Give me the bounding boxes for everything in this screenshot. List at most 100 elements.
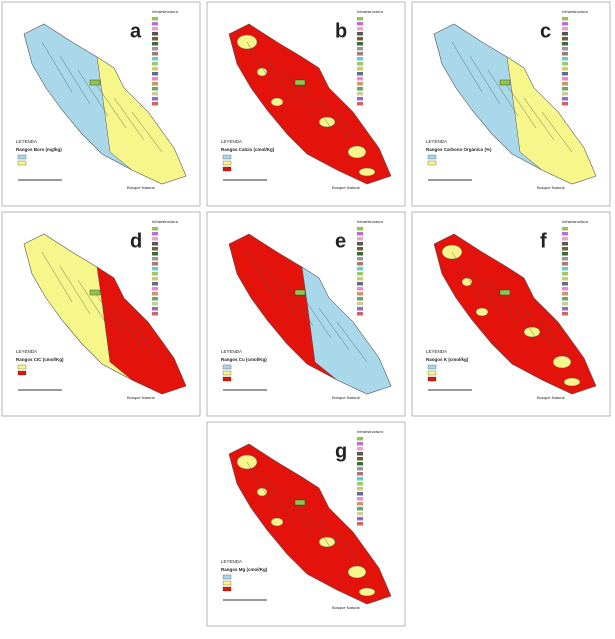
infrastructure-swatch [357,32,363,36]
infrastructure-swatch [357,297,363,301]
infrastructure-swatch [152,287,158,291]
infrastructure-swatch [357,27,363,31]
infrastructure-title: Infraestructura [357,219,384,224]
infrastructure-swatch [357,62,363,66]
infrastructure-swatch [562,92,568,96]
class-swatch [222,160,232,166]
infrastructure-swatch [562,22,568,26]
infrastructure-swatch [152,297,158,301]
class-swatch [427,160,437,166]
infrastructure-swatch [562,82,568,86]
infrastructure-swatch [562,267,568,271]
infrastructure-swatch [357,462,363,466]
map-panel: a Infraestructura LEYENDA Rangos Boro (mg/k… [1,1,201,207]
infrastructure [294,79,306,86]
map-zone [256,487,268,497]
class-swatch [222,364,232,370]
map-boundary [95,293,127,339]
infrastructure-swatch [357,522,363,526]
map-boundary [246,41,278,93]
map-boundary [77,69,109,117]
infrastructure-title: Infraestructura [152,219,179,224]
panel-letter: a [130,20,142,42]
map-zone [256,67,268,77]
infrastructure-swatch [357,92,363,96]
forest-label: Bosque Natural [537,395,565,400]
infrastructure-swatch [357,452,363,456]
infrastructure-swatch [562,237,568,241]
map-boundary [264,55,296,105]
map-zone [552,355,572,369]
map-boundary [469,55,501,105]
infrastructure-swatch [357,517,363,521]
infrastructure-swatch [357,437,363,441]
class-swatch [427,370,437,376]
infrastructure-swatch [152,277,158,281]
infrastructure-swatch [562,312,568,316]
map-zone [96,56,187,185]
infrastructure-swatch [152,67,158,71]
map-boundary [282,489,314,537]
legend-title: LEYENDA [426,139,447,144]
infrastructure-swatch [152,307,158,311]
class-swatch [222,166,232,172]
forest-label: Bosque Natural [332,395,360,400]
infrastructure-swatch [152,267,158,271]
infrastructure-swatch [357,477,363,481]
infrastructure-swatch [152,42,158,46]
map-region [228,23,392,185]
map-boundary [41,41,73,93]
infrastructure-swatch [562,32,568,36]
map-boundary [282,279,314,327]
range-title: Rangos Boro (mg/kg) [16,147,62,152]
infrastructure-swatch [152,242,158,246]
map-boundary [246,461,278,513]
infrastructure-swatch [357,82,363,86]
infrastructure-swatch [562,62,568,66]
infrastructure-title: Infraestructura [562,9,589,14]
infrastructure-swatch [562,287,568,291]
infrastructure-swatch [357,512,363,516]
infrastructure-swatch [152,87,158,91]
map-boundary [336,111,368,153]
legend-title: LEYENDA [221,349,242,354]
panel-letter: b [335,20,347,42]
infrastructure-swatch [152,302,158,306]
infrastructure-swatch [357,282,363,286]
infrastructure-swatch [152,77,158,81]
infrastructure-swatch [357,42,363,46]
infrastructure-swatch [562,87,568,91]
infrastructure-swatch [152,282,158,286]
infrastructure-swatch [152,27,158,31]
infrastructure-swatch [152,17,158,21]
infrastructure-swatch [357,102,363,106]
infrastructure [294,289,306,296]
infrastructure-swatch [562,262,568,266]
class-swatch [222,574,232,580]
infrastructure-swatch [562,302,568,306]
infrastructure-swatch [357,242,363,246]
infrastructure-swatch [357,37,363,41]
map-zone [347,145,367,159]
infrastructure-swatch [152,262,158,266]
infrastructure-swatch [357,492,363,496]
class-swatch [222,586,232,592]
infrastructure-swatch [152,257,158,261]
range-title: Rangos Cu (cmol/Kg) [221,357,267,362]
infrastructure [89,289,101,296]
infrastructure-swatch [357,287,363,291]
map-boundary [264,265,296,315]
map-boundary [264,475,296,525]
map-zone [563,377,581,387]
infrastructure-swatch [357,507,363,511]
infrastructure-swatch [562,97,568,101]
map-boundary [451,41,483,93]
infrastructure-swatch [357,447,363,451]
map-boundary [505,293,537,339]
map-boundary [41,251,73,303]
class-swatch [17,160,27,166]
infrastructure-swatch [562,252,568,256]
legend-title: LEYENDA [16,139,37,144]
map-boundary [282,69,314,117]
infrastructure [499,79,511,86]
